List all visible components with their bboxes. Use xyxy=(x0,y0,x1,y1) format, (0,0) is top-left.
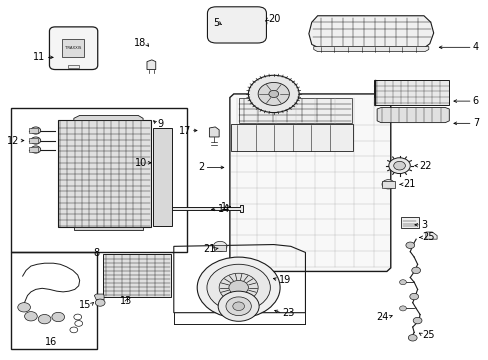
Polygon shape xyxy=(74,116,143,121)
Text: 22: 22 xyxy=(418,161,431,171)
Text: TRAXXIS: TRAXXIS xyxy=(65,46,81,50)
Circle shape xyxy=(393,161,405,170)
Text: 10: 10 xyxy=(135,158,147,168)
Bar xyxy=(29,129,38,133)
Circle shape xyxy=(225,297,251,316)
Polygon shape xyxy=(376,108,448,123)
Circle shape xyxy=(38,315,51,324)
Text: 6: 6 xyxy=(472,96,478,106)
Polygon shape xyxy=(425,232,436,239)
Bar xyxy=(103,254,171,297)
Text: 12: 12 xyxy=(7,136,19,145)
Circle shape xyxy=(388,158,409,174)
Circle shape xyxy=(75,320,82,326)
Circle shape xyxy=(31,146,41,153)
Text: 8: 8 xyxy=(94,248,100,258)
Text: 11: 11 xyxy=(33,52,45,62)
Text: 5: 5 xyxy=(212,18,219,28)
Circle shape xyxy=(405,242,414,248)
Bar xyxy=(381,181,394,188)
Bar xyxy=(238,98,351,123)
Bar xyxy=(62,39,84,57)
Text: 20: 20 xyxy=(267,14,280,24)
Polygon shape xyxy=(166,205,242,212)
Circle shape xyxy=(232,302,244,311)
Polygon shape xyxy=(94,294,104,300)
Circle shape xyxy=(248,75,299,113)
Bar xyxy=(400,217,418,228)
Circle shape xyxy=(407,334,416,341)
Circle shape xyxy=(31,137,41,144)
Text: 2: 2 xyxy=(198,162,204,172)
Text: 4: 4 xyxy=(472,42,478,52)
Bar xyxy=(214,244,226,251)
Circle shape xyxy=(268,90,278,98)
Text: 16: 16 xyxy=(45,337,58,347)
Circle shape xyxy=(258,82,289,105)
Circle shape xyxy=(206,264,270,311)
Circle shape xyxy=(95,299,105,306)
Circle shape xyxy=(409,293,418,300)
Text: 21: 21 xyxy=(203,244,215,254)
Text: 21: 21 xyxy=(402,179,414,189)
Text: 7: 7 xyxy=(472,118,478,128)
Text: 9: 9 xyxy=(158,120,163,129)
Text: 24: 24 xyxy=(375,312,387,322)
Circle shape xyxy=(197,257,280,318)
Text: 19: 19 xyxy=(278,275,290,285)
Circle shape xyxy=(31,127,41,134)
Circle shape xyxy=(52,312,64,321)
Bar xyxy=(230,125,352,151)
Text: 1: 1 xyxy=(221,202,227,212)
Circle shape xyxy=(74,314,81,320)
Circle shape xyxy=(399,306,406,311)
Bar xyxy=(153,129,172,226)
Circle shape xyxy=(213,241,226,251)
Bar xyxy=(11,252,97,348)
Circle shape xyxy=(412,318,421,324)
Bar xyxy=(373,80,448,105)
FancyBboxPatch shape xyxy=(207,7,266,43)
Bar xyxy=(58,121,151,227)
Circle shape xyxy=(251,17,266,29)
Circle shape xyxy=(18,303,30,312)
Circle shape xyxy=(70,327,78,333)
Text: 23: 23 xyxy=(282,309,294,318)
Text: 18: 18 xyxy=(134,38,146,48)
Text: 17: 17 xyxy=(178,126,190,135)
Circle shape xyxy=(228,280,248,295)
Circle shape xyxy=(381,180,394,189)
Circle shape xyxy=(411,267,420,274)
Text: 25: 25 xyxy=(422,232,434,242)
FancyBboxPatch shape xyxy=(49,27,98,69)
Polygon shape xyxy=(229,94,390,271)
Polygon shape xyxy=(147,60,156,69)
Circle shape xyxy=(219,273,258,302)
Polygon shape xyxy=(74,227,143,230)
Text: 15: 15 xyxy=(79,300,91,310)
Circle shape xyxy=(399,280,406,285)
Polygon shape xyxy=(308,16,433,47)
Bar xyxy=(68,64,79,68)
Text: 13: 13 xyxy=(120,296,132,306)
Text: 14: 14 xyxy=(217,204,229,215)
Bar xyxy=(29,147,38,152)
Polygon shape xyxy=(209,127,219,137)
Circle shape xyxy=(218,291,259,321)
Bar xyxy=(11,108,186,252)
Circle shape xyxy=(24,312,37,321)
Bar xyxy=(29,138,38,143)
Text: 25: 25 xyxy=(422,330,434,340)
Text: 3: 3 xyxy=(420,220,426,230)
Polygon shape xyxy=(313,46,428,51)
